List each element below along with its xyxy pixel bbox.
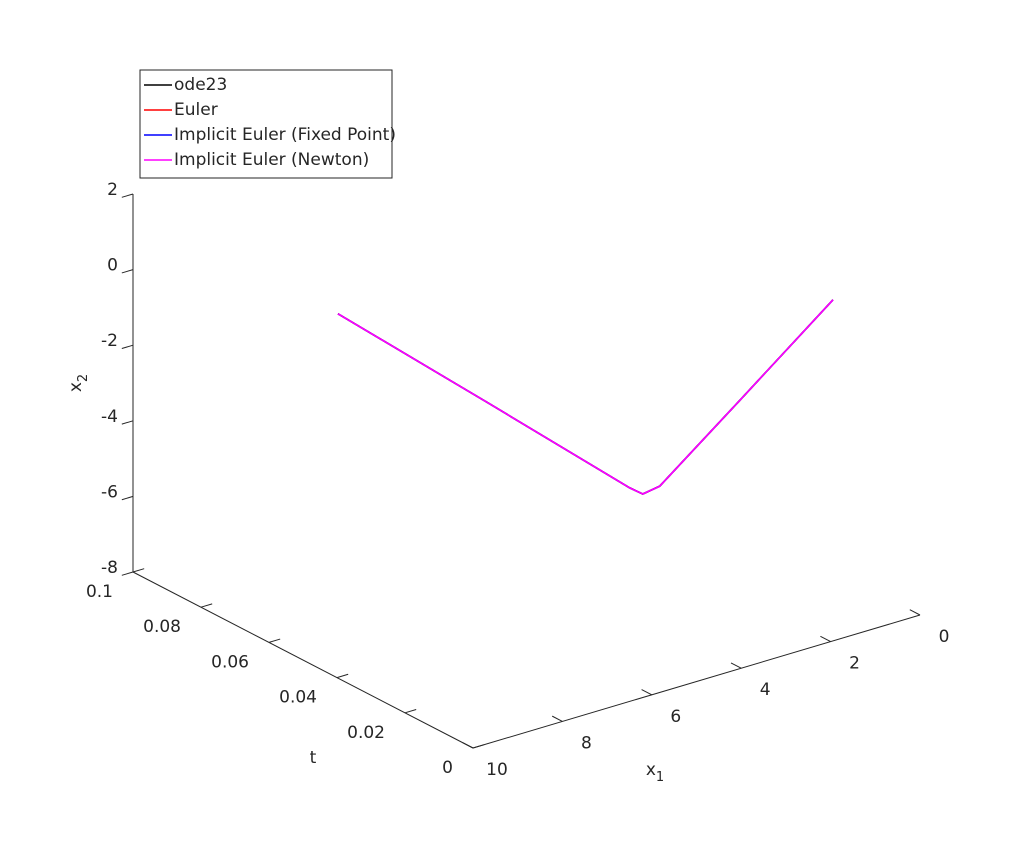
- x1-axis-label-text: x: [646, 760, 656, 780]
- x1-tick-label: 10: [486, 760, 508, 780]
- legend-label: Euler: [174, 100, 218, 120]
- tick-mark: [121, 495, 134, 501]
- x2-axis-label-text: x: [66, 382, 86, 392]
- data-line: [337, 299, 834, 495]
- t-axis-label: t: [310, 748, 317, 768]
- x1-tick-label: 2: [849, 654, 860, 674]
- x1-tick-label: 4: [760, 680, 771, 700]
- x1-tick-label: 6: [670, 707, 681, 727]
- x2-tick-label: 2: [107, 180, 118, 200]
- legend-box: [139, 69, 393, 179]
- x2-axis-label-subscript: 2: [76, 374, 91, 382]
- x1-axis: [472, 614, 921, 749]
- tick-mark: [121, 269, 134, 274]
- x2-tick-label: -8: [101, 558, 118, 578]
- tick-mark: [132, 568, 145, 573]
- legend-label: Implicit Euler (Fixed Point): [174, 125, 396, 145]
- t-tick-label: 0.06: [211, 652, 249, 672]
- x2-axis-label: x2: [66, 374, 91, 392]
- t-tick-label: 0.1: [86, 582, 113, 602]
- tick-mark: [121, 344, 134, 350]
- legend: ode23 Euler Implicit Euler (Fixed Point) Im…: [139, 69, 396, 179]
- x2-tick-label: -6: [101, 482, 118, 502]
- x2-tick-label: 0: [107, 256, 118, 276]
- tick-mark: [909, 609, 921, 616]
- axes: 00.020.040.060.080.10246810-8-6-4-202tx1…: [66, 180, 949, 785]
- tick-mark: [121, 420, 134, 425]
- tick-mark: [462, 742, 474, 749]
- t-tick-label: 0.02: [347, 723, 385, 743]
- tick-mark: [404, 708, 417, 714]
- t-tick-label: 0.04: [279, 688, 317, 708]
- tick-mark: [730, 662, 742, 669]
- tick-mark: [336, 673, 349, 679]
- legend-label: ode23: [174, 75, 227, 95]
- tick-mark: [472, 744, 485, 749]
- tick-mark: [551, 715, 563, 722]
- t-axis: [132, 571, 474, 749]
- x2-tick-label: -4: [101, 407, 118, 427]
- tick-mark: [820, 635, 831, 643]
- plot-lines: [337, 299, 834, 495]
- legend-label: Implicit Euler (Newton): [174, 150, 369, 170]
- tick-mark: [200, 603, 213, 608]
- tick-mark: [121, 193, 134, 198]
- t-tick-label: 0: [442, 758, 453, 778]
- tick-mark: [641, 689, 653, 696]
- x1-axis-label-subscript: 1: [656, 770, 664, 785]
- tick-mark: [268, 638, 281, 643]
- t-tick-label: 0.08: [143, 617, 181, 637]
- x1-tick-label: 0: [939, 627, 950, 647]
- x1-tick-label: 8: [581, 733, 592, 753]
- x1-axis-label: x1: [646, 760, 664, 785]
- tick-mark: [121, 571, 134, 576]
- x2-tick-label: -2: [101, 331, 118, 351]
